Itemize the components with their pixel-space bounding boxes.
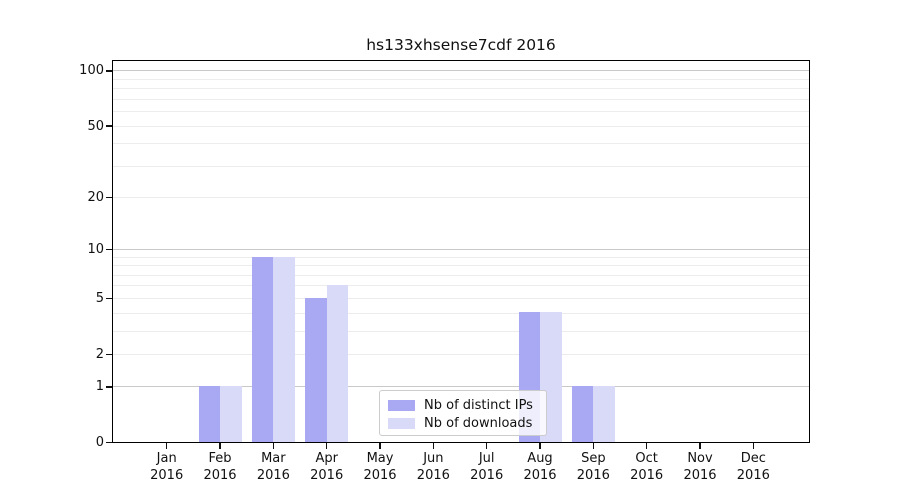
gridline-minor [113,285,809,287]
x-tick-mark [379,443,381,449]
legend-swatch-distinct-ips [388,400,415,411]
y-tick-mark [106,297,112,300]
gridline-major [113,249,809,251]
plot-area: Nb of distinct IPs Nb of downloads [112,60,810,443]
x-tick-mark [592,443,595,449]
legend-entry-downloads: Nb of downloads [388,415,538,432]
legend-entry-distinct-ips: Nb of distinct IPs [388,397,538,414]
gridline-minor [113,265,809,267]
legend-swatch-downloads [388,418,415,429]
gridline-minor [113,165,809,167]
gridline-minor [113,143,809,145]
y-tick-label-0: 0 [95,435,104,451]
gridline-major [113,386,809,388]
x-tick-label-aug: Aug 2016 [523,451,557,483]
y-tick-label-20: 20 [87,189,104,205]
y-tick-mark [106,248,112,251]
legend-label-distinct-ips: Nb of distinct IPs [424,398,533,413]
x-tick-label-may: May 2016 [363,451,397,483]
x-tick-mark [645,443,648,449]
x-tick-label-apr: Apr 2016 [310,451,344,483]
gridline-minor [113,256,809,258]
chart-title: hs133xhsense7cdf 2016 [366,36,556,54]
x-tick-label-feb: Feb 2016 [203,451,237,483]
x-tick-mark [219,443,221,449]
bar-feb-downloads [220,386,242,442]
y-tick-mark [106,386,112,388]
gridline-minor [113,330,809,332]
x-tick-mark [539,443,541,449]
gridline-minor [113,297,809,299]
y-tick-mark [106,125,112,127]
x-tick-label-jun: Jun 2016 [416,451,450,483]
bar-feb-distinct-ips [198,386,221,442]
bar-sep-distinct-ips [571,386,594,442]
y-tick-mark [106,442,112,444]
y-tick-label-100: 100 [79,63,104,79]
x-tick-mark [699,443,701,449]
bar-mar-downloads [273,256,295,442]
x-tick-label-nov: Nov 2016 [683,451,717,483]
bar-mar-distinct-ips [251,256,274,442]
x-tick-label-oct: Oct 2016 [630,451,664,483]
gridline-minor [113,196,809,198]
bar-apr-distinct-ips [305,297,327,442]
gridline-minor [113,78,809,80]
legend: Nb of distinct IPs Nb of downloads [379,390,547,436]
x-tick-mark [752,443,755,449]
y-tick-label-10: 10 [87,242,104,258]
gridline-minor [113,125,809,127]
x-tick-mark [432,443,435,449]
x-tick-mark [272,443,275,449]
y-tick-label-50: 50 [87,118,104,134]
y-tick-mark [106,70,112,72]
gridline-minor [113,274,809,276]
y-tick-label-5: 5 [95,290,104,306]
x-tick-mark [325,443,328,449]
legend-label-downloads: Nb of downloads [424,416,533,431]
gridline-major [113,70,809,72]
gridline-minor [113,312,809,314]
x-tick-label-dec: Dec 2016 [736,451,770,483]
x-tick-label-jul: Jul 2016 [470,451,504,483]
y-tick-label-1: 1 [95,379,104,395]
x-tick-label-jan: Jan 2016 [150,451,184,483]
gridline-minor [113,98,809,100]
x-tick-label-mar: Mar 2016 [256,451,290,483]
x-tick-label-sep: Sep 2016 [576,451,610,483]
y-tick-label-2: 2 [95,346,104,362]
x-tick-mark [166,443,168,449]
bar-apr-downloads [326,285,349,442]
x-tick-mark [485,443,488,449]
gridline-minor [113,88,809,90]
bar-sep-downloads [593,386,615,442]
gridline-minor [113,353,809,355]
y-tick-mark [106,196,112,199]
y-tick-mark [106,353,112,355]
gridline-minor [113,111,809,113]
